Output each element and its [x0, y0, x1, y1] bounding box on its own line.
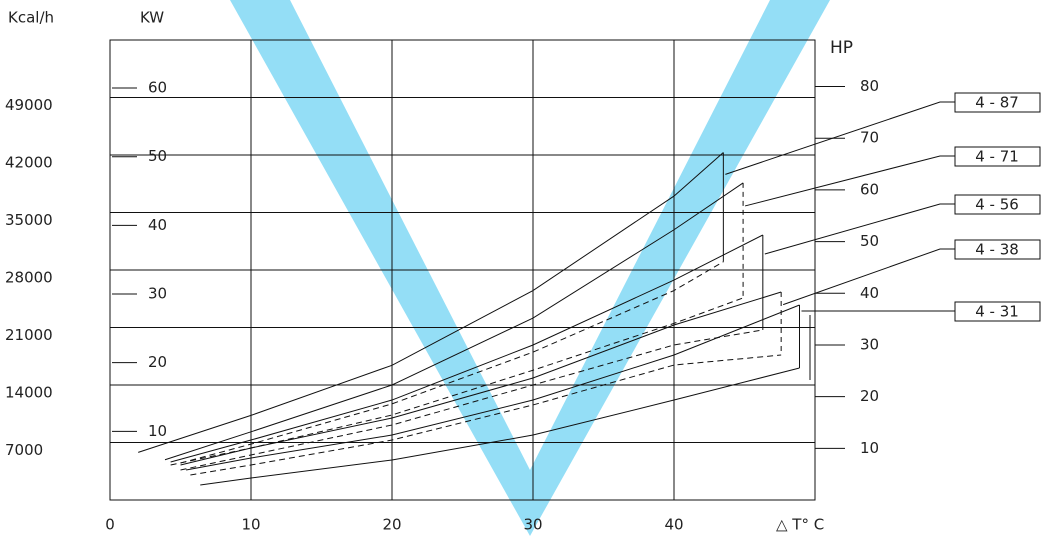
- x-tick-label: 40: [664, 516, 683, 534]
- y3-tick-label: 20: [860, 387, 879, 405]
- y3-tick-label: 30: [860, 335, 879, 353]
- curve-lower: [170, 297, 744, 466]
- curve-lower: [180, 261, 724, 464]
- leader-line: [725, 101, 955, 175]
- y-tick-label: 28000: [5, 269, 53, 287]
- y3-tick-label: 60: [860, 180, 879, 198]
- y-axis-label: Kcal/h: [8, 9, 54, 27]
- y3-tick-label: 10: [860, 439, 879, 457]
- x-tick-label: 20: [382, 516, 401, 534]
- y-tick-label: 21000: [5, 326, 53, 344]
- y2-tick-label: 60: [148, 79, 167, 97]
- curve-upper: [180, 291, 782, 466]
- label-box: [954, 146, 1041, 167]
- curve-lower: [180, 329, 763, 471]
- leader-line: [782, 248, 955, 306]
- x-tick-label: 10: [241, 516, 260, 534]
- y3-axis-label: HP: [830, 38, 853, 58]
- legend-label: 4 - 56: [975, 196, 1019, 214]
- curve-upper: [164, 182, 744, 461]
- y3-tick-label: 70: [860, 129, 879, 147]
- y2-tick-label: 20: [148, 353, 167, 371]
- y-tick-label: 7000: [5, 441, 43, 459]
- label-box: [954, 92, 1041, 113]
- legend-label: 4 - 71: [975, 148, 1019, 166]
- y2-axis-label: KW: [140, 9, 164, 27]
- x-tick-label: 0: [105, 516, 115, 534]
- y3-tick-label: 80: [860, 77, 879, 95]
- label-box: [954, 239, 1041, 260]
- label-box: [954, 194, 1041, 215]
- x-axis-label: △ T° C: [776, 516, 824, 534]
- leader-line: [744, 155, 955, 207]
- y-tick-label: 14000: [5, 384, 53, 402]
- curve-lower: [190, 354, 782, 476]
- y3-tick-label: 40: [860, 284, 879, 302]
- y3-tick-label: 50: [860, 232, 879, 250]
- curve-upper: [170, 234, 764, 463]
- legend-label: 4 - 38: [975, 241, 1019, 259]
- y-tick-label: 49000: [5, 96, 53, 114]
- label-box: [954, 301, 1041, 322]
- y2-tick-label: 40: [148, 216, 167, 234]
- legend-label: 4 - 87: [975, 94, 1019, 112]
- y2-tick-label: 50: [148, 147, 167, 165]
- legend-label: 4 - 31: [975, 303, 1019, 321]
- y-tick-label: 42000: [5, 154, 53, 172]
- watermark: [230, 0, 830, 536]
- curve-lower: [200, 367, 800, 486]
- y-tick-label: 35000: [5, 211, 53, 229]
- x-tick-label: 30: [523, 516, 542, 534]
- curve-upper: [138, 152, 724, 453]
- curve-upper: [186, 304, 800, 471]
- y2-tick-label: 30: [148, 285, 167, 303]
- y2-tick-label: 10: [148, 422, 167, 440]
- leader-line: [764, 203, 955, 255]
